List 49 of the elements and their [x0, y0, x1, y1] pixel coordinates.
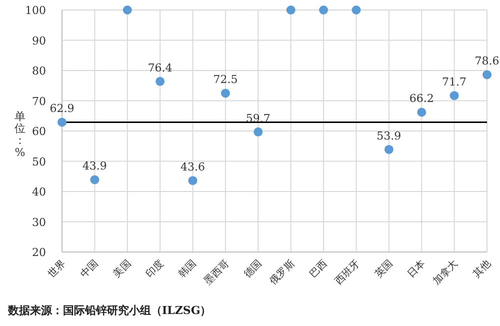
- x-tick-label: 俄罗斯: [267, 258, 297, 288]
- point: [482, 70, 492, 80]
- y-tick-label: 80: [32, 64, 46, 78]
- y-tick-label: 50: [32, 155, 46, 168]
- point: [188, 176, 198, 186]
- data-label: 76.4: [148, 61, 172, 74]
- y-tick-label: 20: [32, 246, 46, 259]
- y-axis-title: 单位：%: [14, 110, 26, 159]
- x-tick-label: 英国: [372, 258, 396, 280]
- x-tick-label: 韩国: [176, 258, 199, 280]
- point: [450, 91, 459, 100]
- point: [384, 144, 394, 154]
- y-tick-label: 60: [32, 125, 46, 138]
- x-tick-label: 墨西哥: [202, 258, 232, 288]
- data-label: 59.7: [246, 112, 270, 125]
- x-tick-label: 世界: [45, 258, 68, 280]
- point: [156, 76, 165, 86]
- source-note: 数据来源：国际铅锌研究小组（ILZSG）: [7, 304, 212, 317]
- y-tick-label: 90: [32, 34, 46, 48]
- point: [319, 6, 328, 14]
- x-tick-label: 巴西: [308, 258, 330, 280]
- x-tick-label: 西班牙: [332, 258, 362, 288]
- x-tick-label: 美国: [110, 258, 134, 280]
- point: [58, 118, 66, 127]
- y-tick-label: 30: [32, 216, 46, 229]
- y-tick-label: 70: [32, 94, 46, 108]
- data-label: 43.9: [82, 160, 107, 173]
- x-tick-label: 日本: [405, 258, 428, 280]
- x-tick-label: 德国: [242, 258, 264, 280]
- point: [254, 127, 263, 136]
- data-label: 62.9: [50, 102, 74, 116]
- data-label: 43.6: [180, 160, 206, 174]
- point: [352, 6, 361, 14]
- x-tick-label: 加拿大: [430, 258, 460, 288]
- data-label: 78.6: [474, 54, 500, 68]
- x-tick-label: 印度: [144, 258, 166, 280]
- x-tick-label: 其他: [470, 258, 494, 280]
- point: [90, 175, 100, 184]
- point: [417, 108, 426, 117]
- data-label: 71.7: [442, 76, 467, 89]
- point: [220, 88, 230, 98]
- point: [286, 6, 296, 14]
- y-tick-label: 40: [32, 186, 46, 198]
- data-label: 72.5: [213, 73, 238, 86]
- y-tick-label: 100: [25, 4, 46, 17]
- x-tick-label: 中国: [78, 258, 101, 280]
- data-label: 66.2: [409, 92, 434, 106]
- data-label: 53.9: [376, 129, 402, 142]
- point: [122, 6, 132, 14]
